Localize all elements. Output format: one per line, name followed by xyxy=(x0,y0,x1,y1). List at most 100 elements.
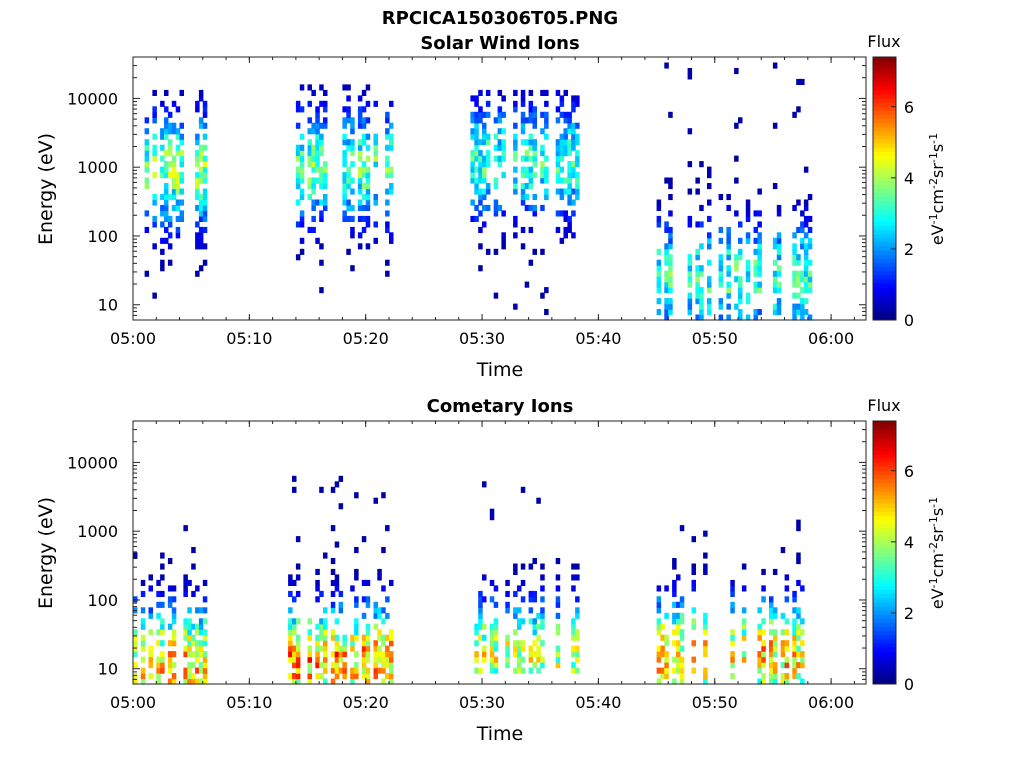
spectrogram-plot[interactable]: 05:00 05:10 05:20 05:30 05:40 05:50 06:0010100… xyxy=(67,56,867,348)
spectrogram-cell xyxy=(187,607,192,614)
spectrogram-cell xyxy=(160,166,165,173)
spectrogram-cell xyxy=(482,161,487,168)
spectrogram-cell xyxy=(544,309,549,316)
spectrogram-cell xyxy=(571,662,576,669)
spectrogram-cell xyxy=(307,667,312,674)
spectrogram-cell xyxy=(528,139,534,146)
spectrogram-cell xyxy=(505,640,510,647)
spectrogram-cell xyxy=(505,656,510,663)
spectrogram-cell xyxy=(493,585,499,592)
spectrogram-cell xyxy=(540,166,545,173)
spectrogram-cell xyxy=(664,662,669,669)
spectrogram-cell xyxy=(571,172,576,179)
spectrogram-cell xyxy=(520,640,526,647)
spectrogram-cell xyxy=(350,226,355,233)
spectrogram-cell xyxy=(482,172,487,179)
colorbar-segment xyxy=(873,527,896,533)
spectrogram-cell xyxy=(361,215,367,222)
spectrogram-cell xyxy=(792,596,797,603)
spectrogram-cell xyxy=(292,579,297,586)
spectrogram-cell xyxy=(195,585,200,592)
spectrogram-cell xyxy=(656,259,662,266)
colorbar-segment xyxy=(873,151,896,157)
spectrogram-cell xyxy=(470,155,475,162)
spectrogram-cell xyxy=(567,215,572,222)
spectrogram-cell xyxy=(571,232,576,239)
colorbar-segment xyxy=(873,478,896,484)
colorbar-segment xyxy=(873,659,896,664)
spectrogram-cell xyxy=(796,634,801,641)
spectrogram-cell xyxy=(385,651,390,658)
spectrogram-cell xyxy=(738,237,743,244)
spectrogram-cell xyxy=(381,634,386,641)
spectrogram-cell xyxy=(513,122,518,129)
spectrogram-cell xyxy=(726,226,731,233)
spectrogram-cell xyxy=(195,139,200,146)
spectrogram-cell xyxy=(796,78,801,85)
spectrogram-cell xyxy=(679,596,685,603)
spectrogram-cell xyxy=(299,150,305,157)
spectrogram-cell xyxy=(361,117,367,124)
spectrogram-cell xyxy=(167,144,173,151)
spectrogram-cell xyxy=(497,144,503,151)
spectrogram-cell xyxy=(679,629,685,636)
spectrogram-cell xyxy=(528,618,534,625)
spectrogram-cell xyxy=(792,303,797,310)
spectrogram-cell xyxy=(307,629,312,636)
spectrogram-cell xyxy=(800,287,805,294)
colorbar-segment xyxy=(873,159,896,165)
spectrogram-cell xyxy=(738,292,743,299)
colorbar-segment xyxy=(873,237,896,243)
spectrogram-cell xyxy=(761,596,766,603)
spectrogram-cell xyxy=(656,667,662,674)
colorbar-segment xyxy=(873,143,896,148)
spectrogram-cell xyxy=(373,607,378,614)
spectrogram-cell xyxy=(493,634,499,641)
spectrogram-cell xyxy=(505,645,510,652)
spectrogram-cell xyxy=(167,122,173,129)
spectrogram-cell xyxy=(656,221,662,228)
spectrogram-cell xyxy=(563,128,568,135)
spectrogram-cell xyxy=(664,243,669,250)
spectrogram-cell xyxy=(179,199,184,206)
spectrogram-cell xyxy=(745,237,751,244)
spectrogram-cell xyxy=(761,662,766,669)
spectrogram-cell xyxy=(195,243,200,250)
spectrogram-cell xyxy=(156,640,161,647)
spectrogram-cell xyxy=(295,172,301,179)
spectrogram-cell xyxy=(563,210,568,217)
spectrogram-cell xyxy=(323,166,328,173)
colorbar-segment xyxy=(873,209,896,214)
spectrogram-cell xyxy=(342,210,347,217)
spectrogram-cell xyxy=(695,221,700,228)
spectrogram-cell xyxy=(478,177,483,184)
colorbar-tick-label: 0 xyxy=(904,311,914,330)
spectrogram-cell xyxy=(474,155,479,162)
spectrogram-cell xyxy=(385,111,390,118)
spectrogram-cell xyxy=(520,226,526,233)
spectrogram-cell xyxy=(555,585,561,592)
spectrogram-cell xyxy=(532,122,537,129)
spectrogram-cell xyxy=(485,139,491,146)
spectrogram-cell xyxy=(807,270,813,277)
spectrogram-cell xyxy=(160,128,165,135)
spectrogram-cell xyxy=(361,596,367,603)
spectrogram-plot[interactable]: 05:00 05:10 05:20 05:30 05:40 05:50 06:0010100… xyxy=(67,420,867,712)
colorbar-segment xyxy=(873,233,896,239)
spectrogram-cell xyxy=(482,133,487,140)
spectrogram-cell xyxy=(497,117,503,124)
x-tick-label: 05:40 xyxy=(575,693,621,712)
spectrogram-cell xyxy=(555,188,561,195)
spectrogram-cell xyxy=(195,172,200,179)
spectrogram-cell xyxy=(152,243,157,250)
spectrogram-cell xyxy=(532,248,537,255)
spectrogram-cell xyxy=(365,166,371,173)
spectrogram-cell xyxy=(734,265,739,272)
spectrogram-cell xyxy=(389,166,394,173)
spectrogram-cell xyxy=(687,161,693,168)
figure-title: RPCICA150306T05.PNG xyxy=(382,8,618,29)
spectrogram-cell xyxy=(800,243,805,250)
spectrogram-cell xyxy=(485,89,491,96)
spectrogram-cell xyxy=(544,177,549,184)
spectrogram-cell xyxy=(140,623,146,630)
